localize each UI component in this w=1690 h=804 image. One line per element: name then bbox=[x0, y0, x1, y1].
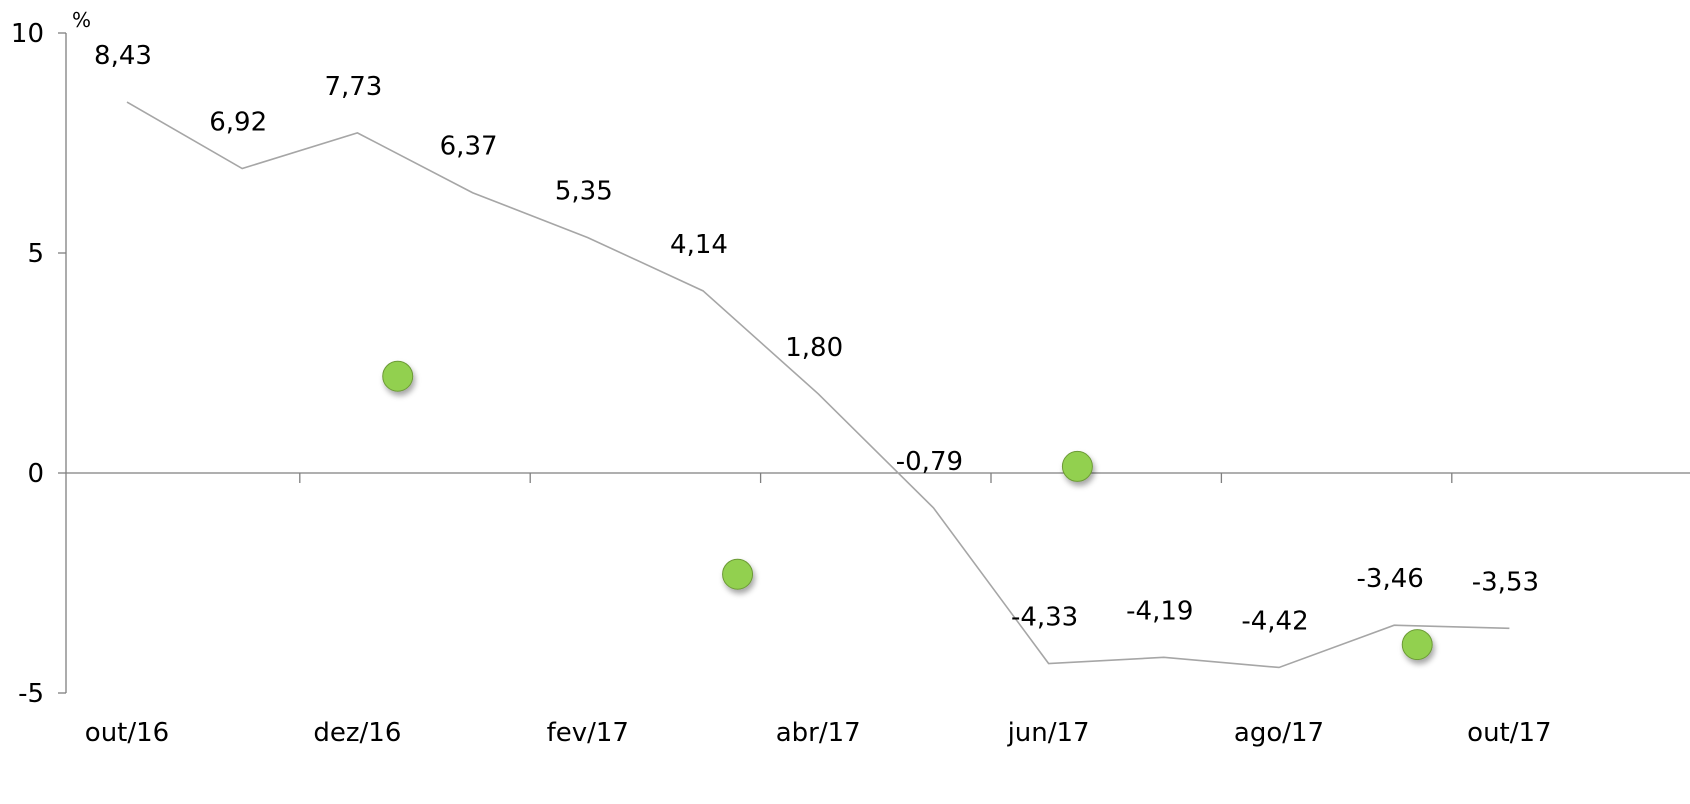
data-label: -4,33 bbox=[1011, 603, 1078, 633]
x-tick-label: out/17 bbox=[1467, 718, 1551, 748]
data-label: 4,14 bbox=[670, 230, 728, 260]
scatter-point bbox=[1061, 450, 1093, 482]
y-tick-label: 10 bbox=[11, 19, 44, 49]
data-label: -0,79 bbox=[896, 447, 963, 477]
series-line bbox=[126, 101, 1510, 669]
data-labels-group: 8,43 6,92 7,73 6,37 5,35 4,14 1,80 -0,79 -4,33 -4… bbox=[94, 41, 1539, 636]
x-tick-label: jun/17 bbox=[1007, 718, 1090, 748]
x-tick-label: fev/17 bbox=[547, 718, 629, 748]
data-label: -4,19 bbox=[1126, 596, 1193, 626]
data-label: 1,80 bbox=[785, 333, 843, 363]
series-line-group bbox=[126, 101, 1510, 669]
x-tick-label: ago/17 bbox=[1234, 718, 1324, 748]
data-label: 5,35 bbox=[555, 177, 613, 207]
y-tick-label: 0 bbox=[27, 459, 44, 489]
data-label: -4,42 bbox=[1241, 606, 1308, 636]
y-axis-unit-label: % bbox=[72, 8, 91, 32]
x-tick-label: dez/16 bbox=[313, 718, 401, 748]
scatter-point bbox=[382, 360, 414, 392]
y-tick-label: 5 bbox=[27, 239, 44, 269]
data-label: -3,46 bbox=[1357, 564, 1424, 594]
x-tick-label: out/16 bbox=[85, 718, 169, 748]
x-tick-label: abr/17 bbox=[776, 718, 861, 748]
series-scatter-group bbox=[382, 360, 1433, 661]
scatter-point bbox=[1401, 629, 1433, 661]
data-label: -3,53 bbox=[1472, 567, 1539, 597]
scatter-point bbox=[722, 558, 754, 590]
data-label: 6,92 bbox=[209, 108, 267, 138]
y-tick-label: -5 bbox=[18, 679, 44, 709]
data-label: 6,37 bbox=[440, 132, 498, 162]
data-label: 8,43 bbox=[94, 41, 152, 71]
axes: -5 0 5 10 out/16 dez/16 fev/17 abr/17 jun/17 ago/… bbox=[11, 19, 1690, 748]
data-label: 7,73 bbox=[324, 72, 382, 102]
